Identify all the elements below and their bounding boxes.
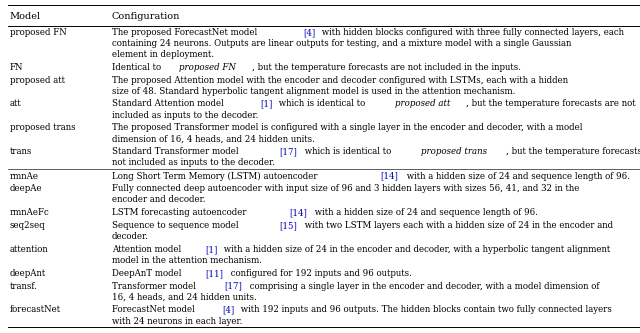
Text: [15]: [15]	[279, 221, 297, 230]
Text: included as inputs to the decoder.: included as inputs to the decoder.	[112, 111, 259, 120]
Text: Long Short Term Memory (LSTM) autoencoder: Long Short Term Memory (LSTM) autoencode…	[112, 171, 320, 181]
Text: not included as inputs to the decoder.: not included as inputs to the decoder.	[112, 158, 275, 167]
Text: [14]: [14]	[381, 171, 399, 180]
Text: deepAe: deepAe	[10, 184, 42, 193]
Text: proposed trans: proposed trans	[10, 123, 76, 132]
Text: decoder.: decoder.	[112, 232, 149, 241]
Text: Attention model: Attention model	[112, 245, 184, 254]
Text: which is identical to: which is identical to	[276, 100, 368, 109]
Text: Standard Transformer model: Standard Transformer model	[112, 147, 241, 156]
Text: encoder and decoder.: encoder and decoder.	[112, 195, 205, 204]
Text: ForecastNet model: ForecastNet model	[112, 305, 198, 314]
Text: with 192 inputs and 96 outputs. The hidden blocks contain two fully connected la: with 192 inputs and 96 outputs. The hidd…	[238, 305, 612, 314]
Text: seq2seq: seq2seq	[10, 221, 45, 230]
Text: Identical to: Identical to	[112, 63, 164, 72]
Text: which is identical to: which is identical to	[302, 147, 394, 156]
Text: proposed trans: proposed trans	[420, 147, 486, 156]
Text: dimension of 16, 4 heads, and 24 hidden units.: dimension of 16, 4 heads, and 24 hidden …	[112, 135, 315, 144]
Text: The proposed Attention model with the encoder and decoder configured with LSTMs,: The proposed Attention model with the en…	[112, 76, 568, 85]
Text: [4]: [4]	[223, 305, 235, 314]
Text: proposed att: proposed att	[395, 100, 450, 109]
Text: The proposed ForecastNet model: The proposed ForecastNet model	[112, 28, 260, 37]
Text: 16, 4 heads, and 24 hidden units.: 16, 4 heads, and 24 hidden units.	[112, 293, 257, 302]
Text: proposed att: proposed att	[10, 76, 65, 85]
Text: trans: trans	[10, 147, 32, 156]
Text: , but the temperature forecasts are: , but the temperature forecasts are	[506, 147, 640, 156]
Text: rmnAeFc: rmnAeFc	[10, 208, 49, 217]
Text: att: att	[10, 100, 21, 109]
Text: deepAnt: deepAnt	[10, 269, 46, 278]
Text: with a hidden size of 24 in the encoder and decoder, with a hyperbolic tangent a: with a hidden size of 24 in the encoder …	[221, 245, 610, 254]
Text: FN: FN	[10, 63, 23, 72]
Text: Model: Model	[10, 12, 41, 21]
Text: with a hidden size of 24 and sequence length of 96.: with a hidden size of 24 and sequence le…	[312, 208, 538, 217]
Text: LSTM forecasting autoencoder: LSTM forecasting autoencoder	[112, 208, 249, 217]
Text: rmnAe: rmnAe	[10, 171, 38, 180]
Text: [1]: [1]	[205, 245, 217, 254]
Text: [14]: [14]	[289, 208, 307, 217]
Text: attention: attention	[10, 245, 49, 254]
Text: with hidden blocks configured with three fully connected layers, each: with hidden blocks configured with three…	[319, 28, 624, 37]
Text: containing 24 neurons. Outputs are linear outputs for testing, and a mixture mod: containing 24 neurons. Outputs are linea…	[112, 39, 572, 48]
Text: proposed FN: proposed FN	[10, 28, 67, 37]
Text: Sequence to sequence model: Sequence to sequence model	[112, 221, 241, 230]
Text: Configuration: Configuration	[112, 12, 180, 21]
Text: proposed FN: proposed FN	[179, 63, 236, 72]
Text: element in deployment.: element in deployment.	[112, 50, 214, 59]
Text: [11]: [11]	[205, 269, 223, 278]
Text: model in the attention mechanism.: model in the attention mechanism.	[112, 256, 262, 265]
Text: , but the temperature forecasts are not included in the inputs.: , but the temperature forecasts are not …	[252, 63, 522, 72]
Text: size of 48. Standard hyperbolic tangent alignment model is used in the attention: size of 48. Standard hyperbolic tangent …	[112, 87, 515, 96]
Text: Transformer model: Transformer model	[112, 282, 199, 291]
Text: [17]: [17]	[224, 282, 242, 291]
Text: , but the temperature forecasts are not: , but the temperature forecasts are not	[466, 100, 636, 109]
Text: [17]: [17]	[279, 147, 297, 156]
Text: with 24 neurons in each layer.: with 24 neurons in each layer.	[112, 317, 243, 326]
Text: [4]: [4]	[303, 28, 316, 37]
Text: transf.: transf.	[10, 282, 38, 291]
Text: with a hidden size of 24 and sequence length of 96.: with a hidden size of 24 and sequence le…	[404, 171, 630, 180]
Text: The proposed Transformer model is configured with a single layer in the encoder : The proposed Transformer model is config…	[112, 123, 582, 132]
Text: comprising a single layer in the encoder and decoder, with a model dimension of: comprising a single layer in the encoder…	[247, 282, 600, 291]
Text: forecastNet: forecastNet	[10, 305, 61, 314]
Text: [1]: [1]	[260, 100, 272, 109]
Text: Standard Attention model: Standard Attention model	[112, 100, 227, 109]
Text: Fully connected deep autoencoder with input size of 96 and 3 hidden layers with : Fully connected deep autoencoder with in…	[112, 184, 579, 193]
Text: DeepAnT model: DeepAnT model	[112, 269, 184, 278]
Text: with two LSTM layers each with a hidden size of 24 in the encoder and: with two LSTM layers each with a hidden …	[302, 221, 613, 230]
Text: configured for 192 inputs and 96 outputs.: configured for 192 inputs and 96 outputs…	[228, 269, 412, 278]
